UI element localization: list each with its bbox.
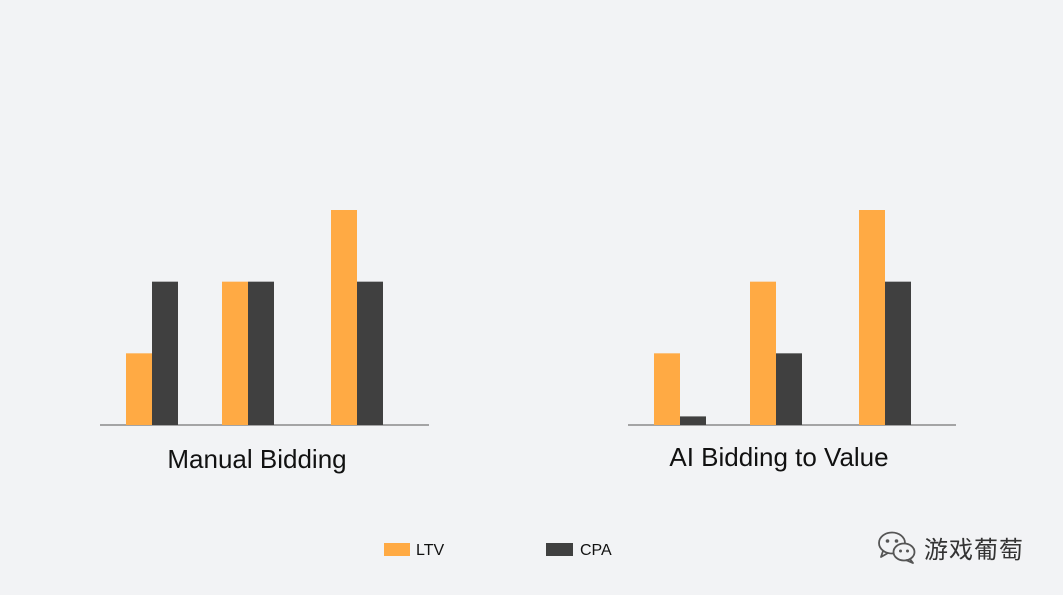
bar-ltv-1 bbox=[654, 353, 680, 425]
bar-ltv-3 bbox=[859, 210, 885, 425]
legend-label-ltv: LTV bbox=[416, 542, 444, 559]
wechat-icon bbox=[878, 531, 916, 564]
bar-ltv-2 bbox=[750, 281, 776, 425]
legend-label-cpa: CPA bbox=[580, 542, 612, 559]
bar-group bbox=[126, 210, 383, 425]
legend-swatch-ltv bbox=[384, 543, 410, 556]
bar-cpa-3 bbox=[885, 281, 911, 425]
legend-swatch-cpa bbox=[546, 543, 573, 556]
bar-cpa-3 bbox=[357, 281, 383, 425]
bar-cpa-1 bbox=[680, 416, 706, 425]
bar-ltv-3 bbox=[331, 210, 357, 425]
bar-ltv-2 bbox=[222, 281, 248, 425]
bar-cpa-2 bbox=[776, 353, 802, 425]
bar-cpa-1 bbox=[152, 281, 178, 425]
watermark-text: 游戏葡萄 bbox=[924, 535, 1024, 564]
chart-title: Manual Bidding bbox=[167, 444, 346, 474]
bar-group bbox=[654, 210, 911, 425]
bar-ltv-1 bbox=[126, 353, 152, 425]
watermark: 游戏葡萄 bbox=[876, 528, 1024, 566]
chart-ai-bidding-to-value: AI Bidding to Value bbox=[628, 210, 956, 472]
bar-cpa-2 bbox=[248, 281, 274, 425]
chart-title: AI Bidding to Value bbox=[669, 442, 888, 472]
chart-manual-bidding: Manual Bidding bbox=[100, 210, 429, 474]
legend: LTV CPA bbox=[384, 542, 612, 559]
